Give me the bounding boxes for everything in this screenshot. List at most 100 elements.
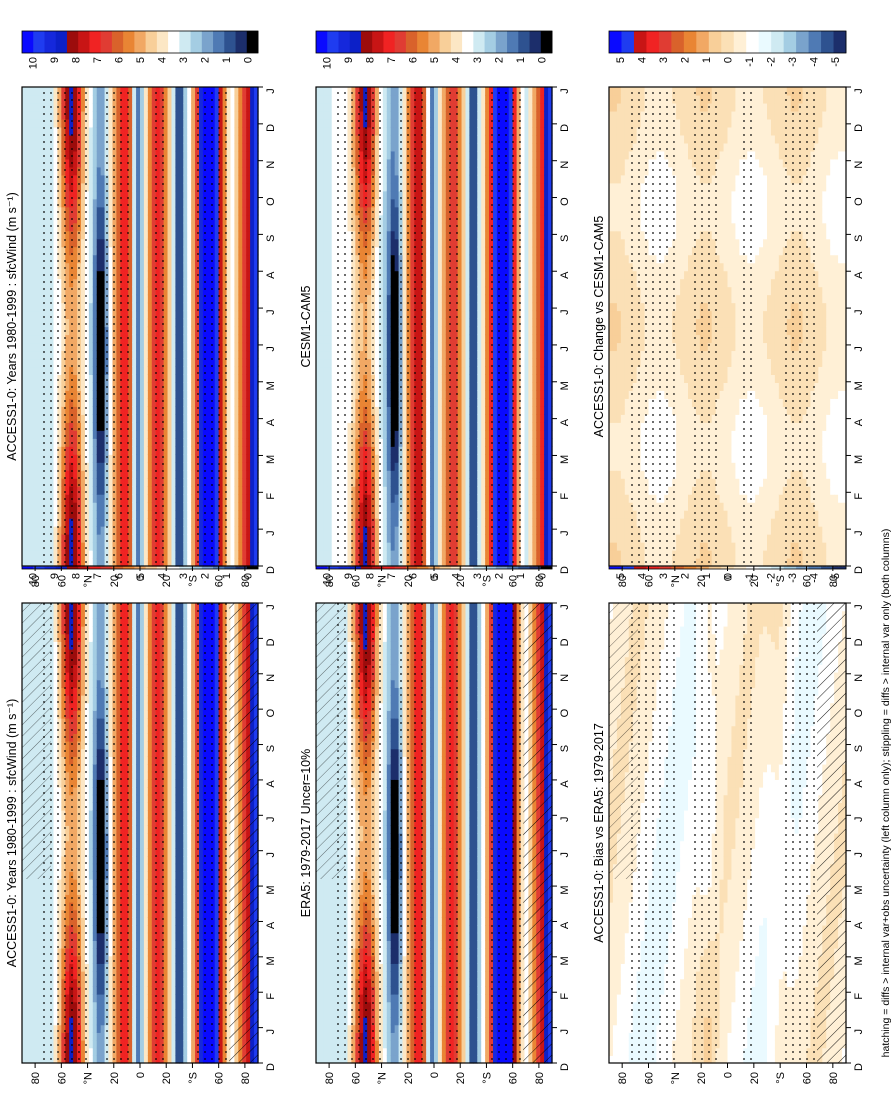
colorbar-swatch bbox=[224, 31, 236, 53]
colorbar-tick-label: 7 bbox=[92, 57, 104, 63]
lat-tick-label: °N bbox=[83, 575, 95, 587]
colorbar-swatch bbox=[529, 31, 542, 53]
month-tick-label: D bbox=[265, 566, 277, 574]
panel-title: ACCESS1-0: Bias vs ERA5: 1979-2017 bbox=[592, 723, 606, 943]
colorbar-swatch bbox=[473, 31, 485, 53]
colorbar-swatch bbox=[33, 31, 45, 53]
colorbar-tick-label: -1 bbox=[744, 57, 756, 67]
colorbar-tick-label: 8 bbox=[71, 57, 83, 63]
lat-tick-label: 20 bbox=[749, 575, 761, 587]
colorbar-tick-label: 8 bbox=[365, 573, 377, 579]
month-tick-label: M bbox=[265, 381, 277, 390]
month-tick-label: A bbox=[265, 921, 277, 929]
month-tick-label: N bbox=[265, 674, 277, 682]
month-tick-label: S bbox=[559, 745, 571, 752]
lat-tick-label: 60 bbox=[350, 575, 362, 587]
colorbar-swatch bbox=[671, 31, 685, 53]
colorbar-swatch bbox=[808, 31, 822, 53]
colorbar-tick-label: 2 bbox=[199, 57, 211, 63]
panel-title: ACCESS1-0: Change vs CESM1-CAM5 bbox=[592, 216, 606, 438]
lat-tick-label: 20 bbox=[109, 575, 121, 587]
colorbar-swatch bbox=[683, 31, 697, 53]
colorbar-swatch bbox=[518, 31, 530, 53]
colorbar-swatch bbox=[235, 31, 248, 53]
colorbar-swatch bbox=[89, 31, 102, 53]
month-tick-label: J bbox=[853, 88, 865, 94]
month-tick-label: D bbox=[559, 124, 571, 132]
month-tick-label: N bbox=[265, 161, 277, 169]
colorbar-swatch bbox=[507, 31, 519, 53]
colorbar-swatch bbox=[383, 31, 396, 53]
month-tick-label: D bbox=[853, 566, 865, 574]
colorbar-tick-label: 6 bbox=[114, 573, 126, 579]
month-tick-label: J bbox=[559, 346, 571, 352]
month-tick-label: J bbox=[265, 309, 277, 315]
colorbar-tick-label: 1 bbox=[221, 573, 233, 579]
month-tick-label: O bbox=[853, 708, 865, 717]
colorbar-swatch bbox=[721, 31, 735, 53]
colorbar-swatch bbox=[696, 31, 710, 53]
colorbar-tick-label: 4 bbox=[636, 57, 648, 63]
colorbar-tick-label: 7 bbox=[386, 57, 398, 63]
colorbar-swatch bbox=[338, 31, 351, 53]
lat-tick-label: 0 bbox=[429, 575, 441, 581]
colorbar-tick-label: 1 bbox=[221, 57, 233, 63]
lat-tick-label: °S bbox=[775, 575, 787, 587]
colorbar-tick-label: 2 bbox=[679, 573, 691, 579]
colorbar-frame bbox=[21, 30, 259, 54]
colorbar-swatch bbox=[783, 31, 797, 53]
colorbar-swatch bbox=[316, 31, 328, 53]
colorbar: 10 9 8 7 6 5 4 3 2 1 0 bbox=[21, 30, 259, 69]
colorbar-tick-label: -3 bbox=[787, 573, 799, 583]
colorbar-tick-label: 3 bbox=[658, 57, 670, 63]
lat-tick-label: 60 bbox=[644, 1072, 656, 1084]
month-tick-label: J bbox=[265, 88, 277, 94]
month-tick-label: M bbox=[853, 455, 865, 464]
colorbar-tick-label: 3 bbox=[178, 573, 190, 579]
month-tick-label: M bbox=[559, 455, 571, 464]
lat-tick-label: 80 bbox=[30, 575, 42, 587]
colorbar-swatch bbox=[450, 31, 463, 53]
colorbar-swatch bbox=[44, 31, 57, 53]
lat-tick-label: 80 bbox=[534, 575, 546, 587]
colorbar-swatch bbox=[134, 31, 147, 53]
lat-tick-label: °S bbox=[187, 575, 199, 587]
panel-title: CESM1-CAM5 bbox=[299, 285, 313, 367]
month-tick-label: S bbox=[853, 235, 865, 242]
month-tick-label: M bbox=[265, 455, 277, 464]
colorbar-swatch bbox=[22, 31, 34, 53]
colorbar-tick-label: 1 bbox=[515, 57, 527, 63]
lat-tick-label: 80 bbox=[617, 575, 629, 587]
colorbar-tick-label: 1 bbox=[701, 573, 713, 579]
colorbar-tick-label: 3 bbox=[178, 57, 190, 63]
colorbar-tick-label: 7 bbox=[386, 573, 398, 579]
colorbar-swatch bbox=[111, 31, 124, 53]
lat-tick-label: 80 bbox=[240, 1072, 252, 1084]
colorbar-frame bbox=[608, 30, 847, 54]
lat-tick-label: 80 bbox=[30, 1072, 42, 1084]
month-tick-label: M bbox=[265, 956, 277, 965]
colorbar-swatch bbox=[201, 31, 214, 53]
month-tick-label: J bbox=[559, 852, 571, 858]
month-tick-label: F bbox=[853, 493, 865, 500]
lat-tick-label: 60 bbox=[644, 575, 656, 587]
month-tick-label: N bbox=[559, 161, 571, 169]
lat-tick-label: 60 bbox=[802, 575, 814, 587]
month-tick-label: A bbox=[853, 271, 865, 279]
colorbar-tick-label: -3 bbox=[787, 57, 799, 67]
month-tick-label: J bbox=[853, 604, 865, 610]
month-tick-label: M bbox=[853, 885, 865, 894]
colorbar-swatch bbox=[833, 31, 847, 53]
lat-tick-label: 60 bbox=[56, 575, 68, 587]
panel-p5: 80 60 °N 20 0 20 °S 60 80DJFMAMJJASONDJCESM1-CAM… bbox=[299, 30, 571, 587]
colorbar-tick-label: 0 bbox=[536, 57, 548, 63]
colorbar-swatch bbox=[658, 31, 672, 53]
month-tick-label: N bbox=[559, 674, 571, 682]
colorbar-tick-label: 6 bbox=[114, 57, 126, 63]
lat-tick-label: °S bbox=[481, 575, 493, 587]
colorbar-tick-label: 0 bbox=[723, 573, 735, 579]
month-tick-label: J bbox=[559, 88, 571, 94]
colorbar-swatch bbox=[327, 31, 339, 53]
colorbar-swatch bbox=[349, 31, 362, 53]
month-tick-label: J bbox=[853, 1029, 865, 1035]
